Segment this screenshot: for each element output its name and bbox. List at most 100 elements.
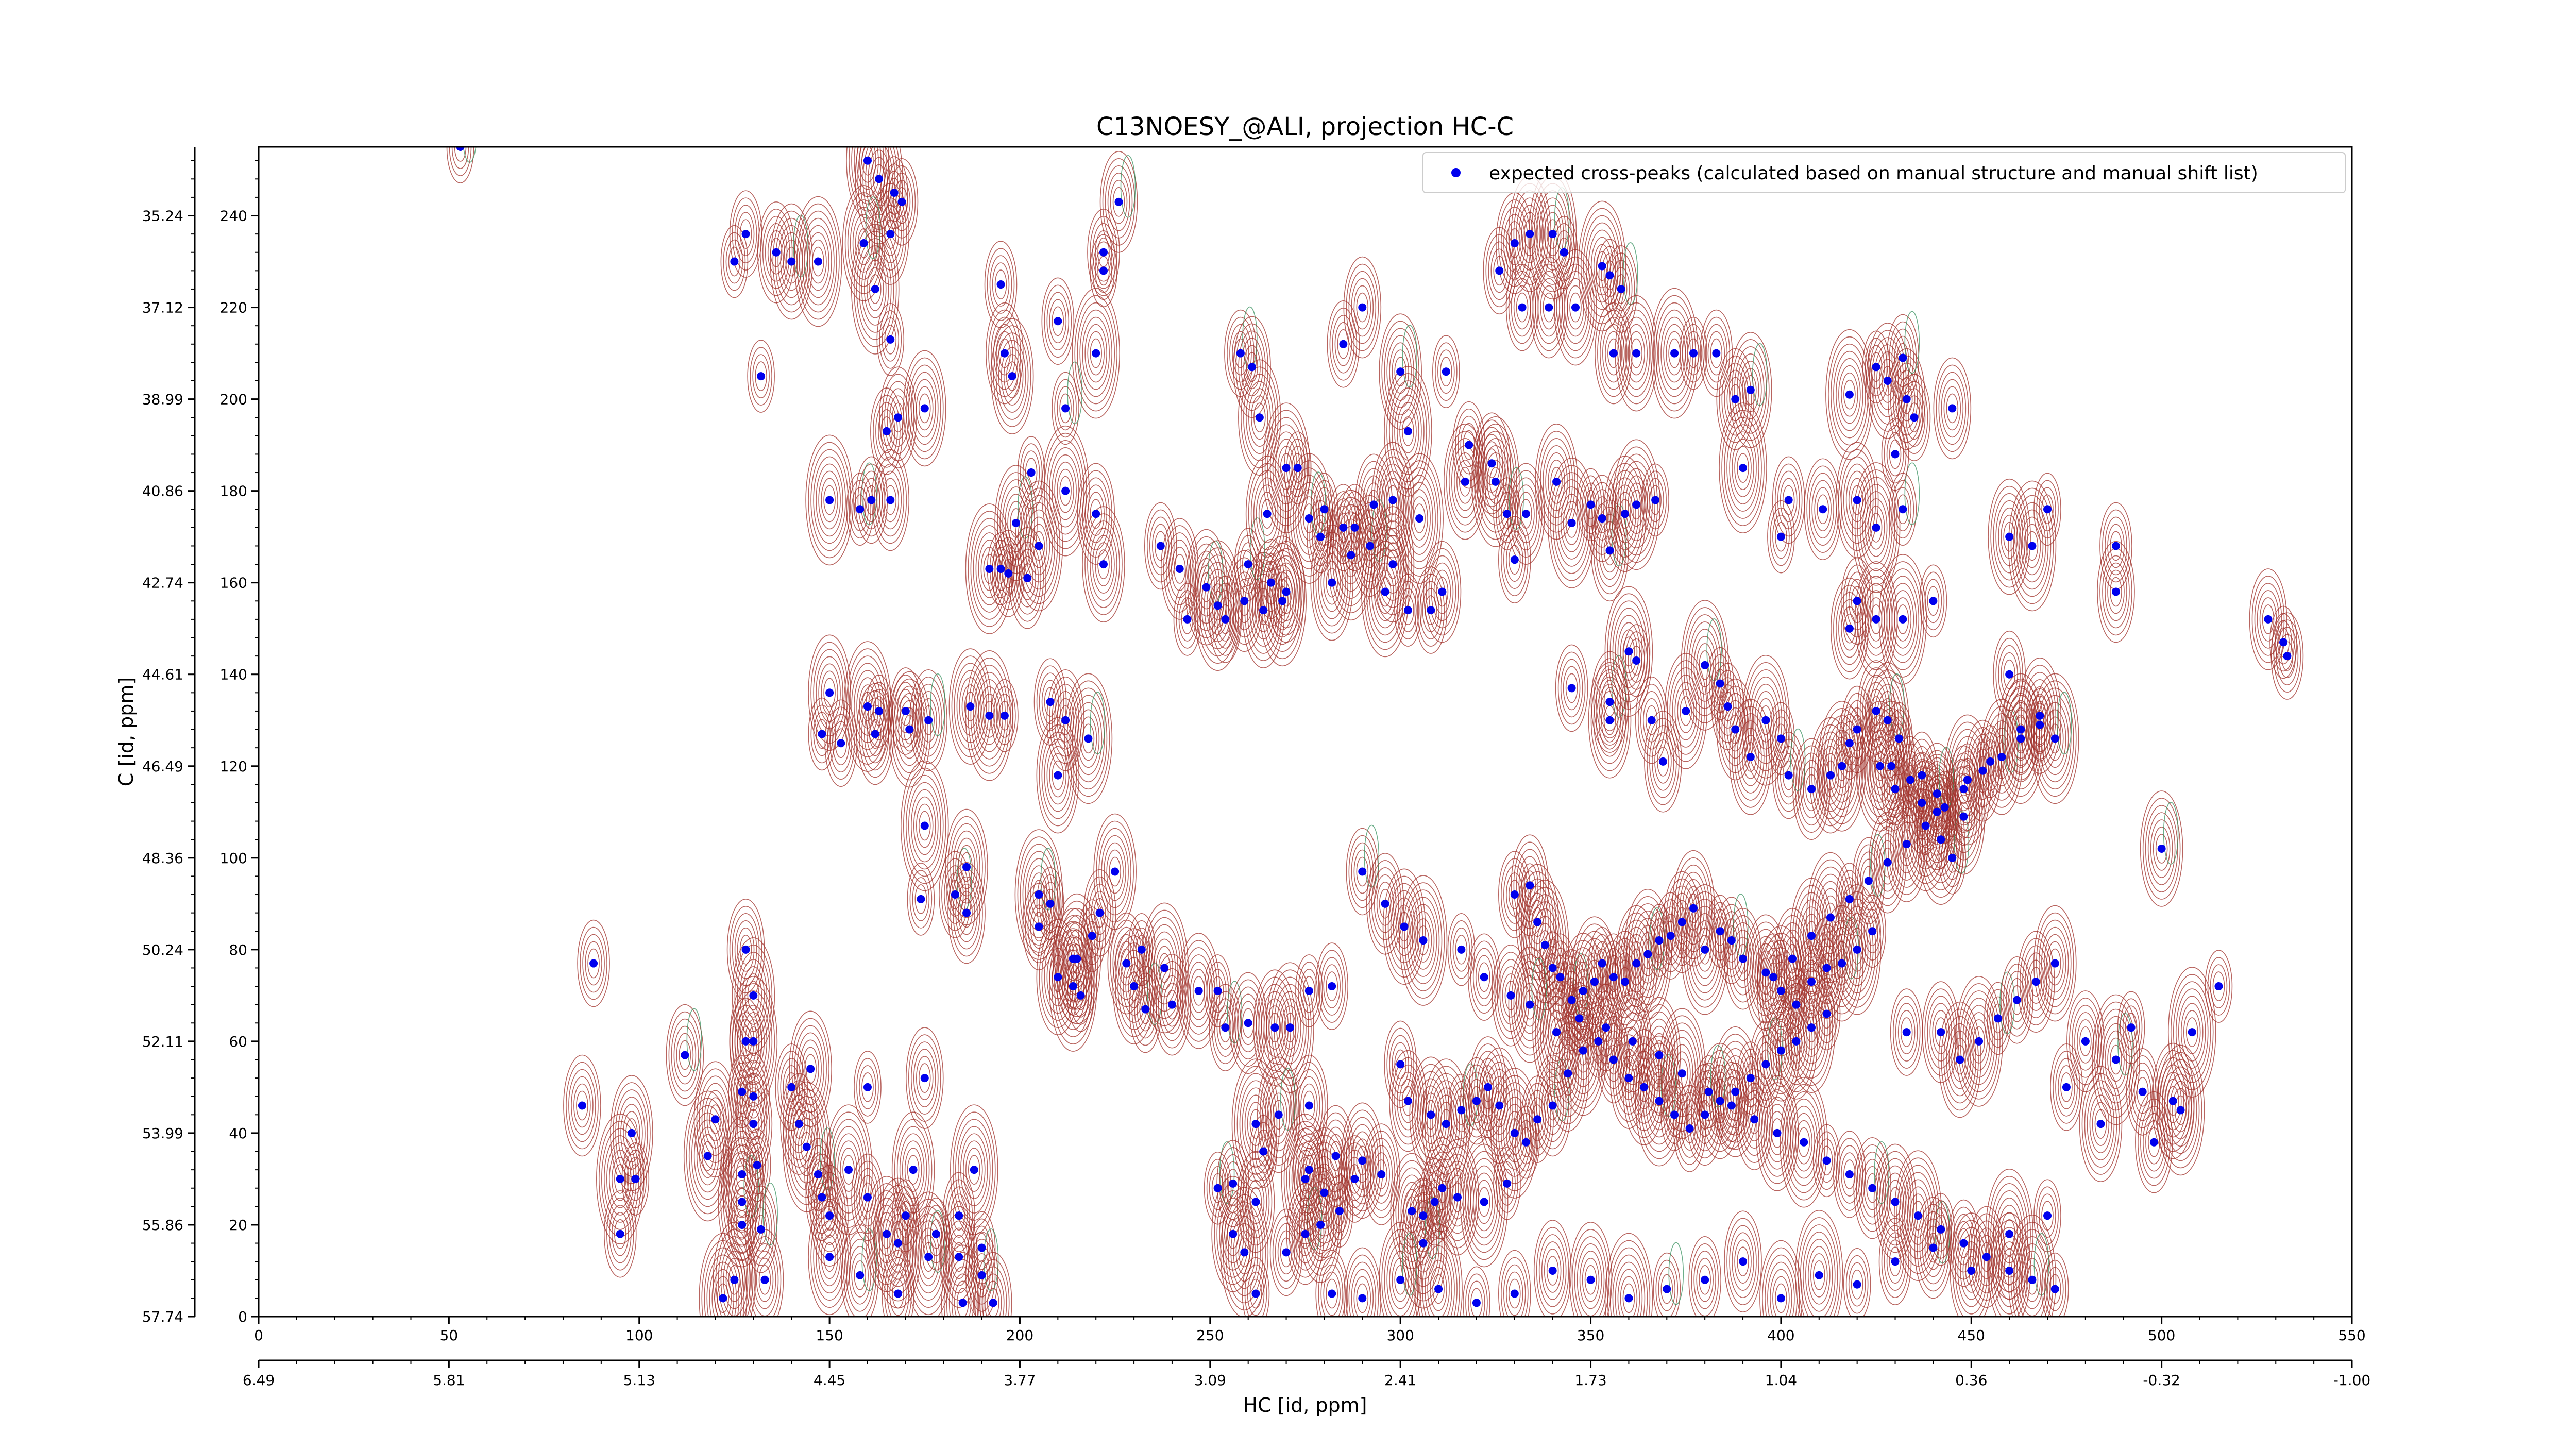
contour-ring: [1604, 586, 1653, 717]
contour-ring: [671, 1018, 699, 1092]
contour-ring: [1501, 207, 1529, 280]
contour-ring: [802, 217, 835, 306]
contour-ring: [1721, 693, 1750, 766]
contour-ring: [1818, 991, 1836, 1036]
contour-ring: [1886, 1239, 1904, 1284]
cross-peak-point: [958, 1299, 967, 1307]
contour-ring: [1757, 698, 1775, 743]
contour-ring: [861, 252, 889, 326]
contour-ring: [1737, 720, 1765, 794]
cross-peak-point: [2111, 1055, 2120, 1064]
cross-peak-point: [1845, 624, 1854, 633]
contour-ring: [1597, 309, 1630, 397]
cross-peak-point: [1518, 303, 1527, 312]
contour-ring: [859, 147, 876, 183]
cross-peak-point: [2050, 959, 2059, 968]
cross-peak-point: [1419, 936, 1428, 945]
contour-ring: [1620, 461, 1653, 549]
contour-ring: [1411, 496, 1428, 541]
contour-ring: [1824, 760, 1837, 790]
contour-ring: [1637, 997, 1681, 1114]
contour-ring: [918, 1063, 931, 1093]
contour-ring: [882, 1250, 914, 1317]
contour-ring: [714, 1276, 732, 1317]
contour-ring: [1376, 456, 1410, 544]
cross-peak-point: [1054, 771, 1062, 780]
contour-ring: [1432, 335, 1460, 408]
contour-ring: [1064, 964, 1082, 1008]
cross-peak-point: [1776, 986, 1785, 995]
cross-peak-point: [1328, 1289, 1336, 1298]
contour-ring: [1262, 402, 1311, 533]
contour-ring: [1242, 1257, 1270, 1317]
contour-ring: [854, 1051, 882, 1124]
cross-peak-point: [616, 1229, 624, 1238]
contour-ring: [739, 1059, 768, 1133]
contour-ring: [1110, 180, 1128, 224]
contour-ring: [1852, 837, 1885, 925]
contour-ring: [981, 1273, 1005, 1317]
contour-ring: [1605, 331, 1622, 376]
contour-ring: [879, 366, 917, 469]
contour-ring: [2166, 1073, 2195, 1147]
contour-ring: [973, 525, 1006, 613]
cross-peak-point: [787, 1083, 796, 1091]
cross-peak-point: [1617, 284, 1625, 293]
cross-peak-point: [1822, 1156, 1831, 1165]
contour-ring: [876, 303, 905, 376]
contour-ring: [737, 212, 755, 256]
contour-ring: [1995, 500, 2023, 574]
cross-peak-point: [863, 702, 872, 711]
contour-ring: [1593, 658, 1626, 746]
negative-contour-ring: [1622, 242, 1638, 305]
contour-ring: [1310, 524, 1354, 641]
contour-ring: [1465, 1273, 1488, 1317]
contour-ring: [743, 1128, 771, 1202]
contour-ring: [1025, 458, 1038, 487]
cross-peak-point: [1304, 514, 1313, 523]
contour-ring: [1737, 943, 1749, 974]
contour-ring: [1509, 1278, 1521, 1309]
contour-ring: [1475, 955, 1493, 1000]
cross-peak-point: [1807, 978, 1816, 986]
contour-ring: [679, 1040, 691, 1070]
cross-peak-point: [1453, 1193, 1462, 1202]
contour-ring: [1303, 503, 1315, 533]
contour-ring: [853, 231, 897, 347]
cross-peak-point: [1761, 968, 1770, 977]
cross-peak-point: [1403, 427, 1412, 435]
contour-ring: [1036, 919, 1080, 1036]
contour-ring: [1734, 713, 1767, 801]
contour-ring: [2251, 576, 2285, 663]
contour-ring: [1328, 1182, 1351, 1241]
contour-ring: [1660, 1274, 1673, 1304]
contour-ring: [1465, 1071, 1488, 1131]
contour-ring: [1828, 729, 1856, 803]
contour-ring: [1374, 562, 1397, 621]
contour-ring: [1511, 953, 1549, 1056]
contour-ring: [1628, 638, 1645, 683]
cross-peak-point: [1609, 973, 1618, 982]
contour-ring: [1970, 1213, 2003, 1301]
cross-peak-point: [1213, 1184, 1222, 1192]
contour-ring: [975, 1260, 988, 1290]
contour-ring: [1228, 1208, 1261, 1296]
contour-ring: [1782, 760, 1795, 790]
cross-peak-point: [1240, 1248, 1249, 1257]
contour-ring: [1417, 1231, 1460, 1317]
contour-ring: [1899, 750, 1922, 810]
contour-ring: [1092, 241, 1115, 300]
cross-peak-point: [1092, 510, 1100, 518]
contour-ring: [1083, 914, 1101, 958]
y-ppm-tick-label: 48.36: [142, 850, 183, 867]
contour-ring: [1762, 999, 1800, 1102]
contour-ring: [1054, 461, 1077, 520]
contour-ring: [449, 147, 472, 176]
contour-ring: [1517, 492, 1535, 536]
cross-peak-point: [1358, 303, 1367, 312]
contour-ring: [1696, 928, 1714, 972]
cross-peak-point: [1727, 1101, 1736, 1110]
contour-ring: [922, 1197, 950, 1271]
contour-ring: [2060, 1072, 2073, 1102]
contour-ring: [2151, 1042, 2195, 1159]
